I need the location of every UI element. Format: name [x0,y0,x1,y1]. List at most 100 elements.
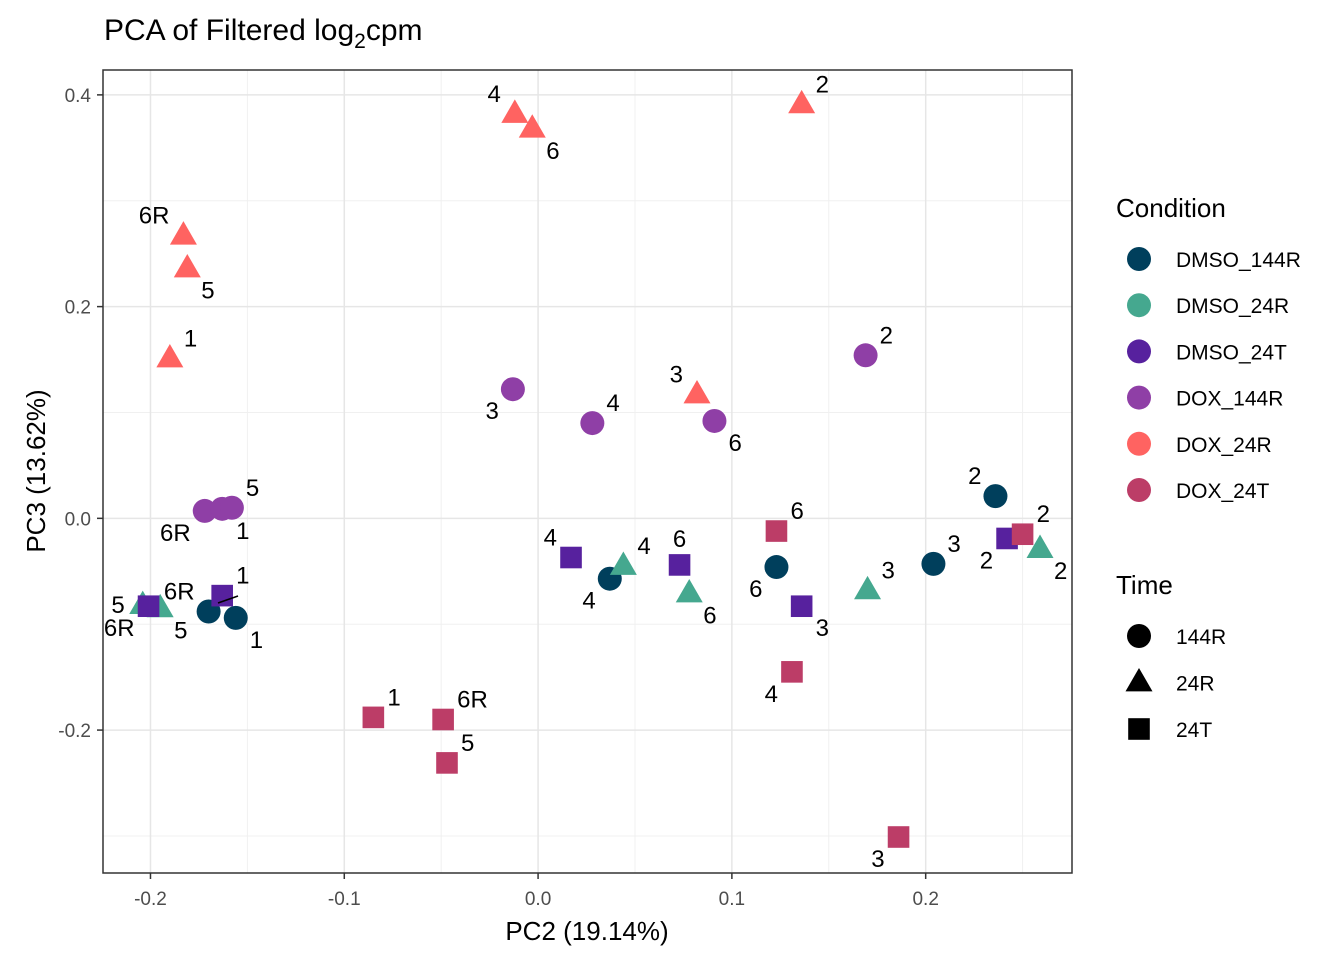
legend-condition-label: DOX_144R [1176,388,1283,411]
point-label: 2 [968,463,981,490]
data-point [702,408,727,433]
y-tick-label: 0.4 [65,86,92,107]
point-label: 4 [606,390,619,417]
data-point [764,555,789,580]
x-axis-title: PC2 (19.14%) [505,916,668,946]
y-tick-label: -0.2 [58,721,91,742]
legend-time-entries: 144R 24R 24T [1125,624,1226,742]
y-axis-title: PC3 (13.62%) [21,389,51,552]
point-label: 3 [670,361,683,388]
y-axis-ticks: -0.2 0.0 0.2 0.4 [58,86,103,742]
point-label: 1 [236,518,249,545]
point-label: 6 [546,138,559,165]
y-tick-label: 0.2 [65,298,91,319]
data-point [518,114,546,138]
legend-time-swatch [1125,667,1153,692]
point-label: 5 [201,278,214,305]
point-label: 4 [487,81,500,108]
x-axis-ticks: -0.2 -0.1 0.0 0.1 0.2 [134,873,939,910]
data-point [223,605,248,630]
point-label: 4 [544,525,557,552]
point-label: 5 [174,617,187,644]
legend-condition-label: DMSO_24T [1176,341,1287,364]
point-label: 6R [457,686,488,713]
chart-title: PCA of Filtered log2cpm [104,14,423,53]
legend-time-label: 24R [1176,673,1215,696]
data-point [788,89,816,114]
point-label: 3 [871,846,884,873]
data-point [580,411,605,436]
point-label: 6 [673,526,686,553]
data-point [765,520,788,542]
data-point [156,343,184,368]
x-tick-label: 0.2 [912,889,938,910]
data-point [169,221,197,245]
data-point [173,253,201,278]
data-point [790,595,813,618]
point-label: 3 [882,557,895,584]
data-point [192,498,217,523]
data-point [500,377,525,402]
label-leader-line [217,595,239,604]
point-label: 3 [947,531,960,558]
legend-condition-swatch [1127,431,1151,456]
data-point [560,546,582,569]
plot-panel-border [102,69,1073,874]
point-label: 2 [1054,558,1067,585]
point-label: 2 [1037,501,1050,528]
point-label: 1 [387,684,400,711]
point-label: 1 [250,627,263,654]
point-label: 4 [637,533,650,560]
legend-time-title: Time [1116,570,1173,600]
data-point [983,484,1008,509]
point-label: 6R [164,579,195,606]
x-tick-label: 0.0 [525,889,551,910]
point-label: 6R [104,615,135,642]
data-point [137,595,160,618]
data-point [668,554,691,576]
point-label: 6 [703,603,716,630]
data-point [854,575,882,600]
data-point [1011,523,1034,546]
data-point [211,584,233,607]
x-tick-label: -0.1 [328,889,361,910]
legend-condition-swatch [1127,478,1151,502]
data-point [436,752,458,774]
point-label: 6 [790,498,803,525]
point-label: 4 [582,588,595,615]
legend-condition-swatch [1127,385,1151,410]
legend-condition-label: DMSO_144R [1176,249,1301,272]
data-point [501,99,529,123]
data-point [683,379,711,404]
point-label: 2 [980,547,993,574]
y-tick-label: 0.0 [65,509,91,530]
point-label: 6 [749,576,762,603]
legend: Condition DMSO_144R DMSO_24R DMSO_24T DOX_1… [1116,193,1301,742]
data-point [921,551,946,576]
point-label: 5 [111,592,124,619]
point-label: 4 [765,681,778,708]
data-points [129,89,1054,848]
x-tick-label: -0.2 [134,889,167,910]
point-label: 6R [139,203,170,230]
point-label: 2 [816,71,829,98]
legend-condition-label: DOX_24T [1176,480,1270,503]
data-point [1026,534,1054,558]
legend-condition-swatch [1127,339,1151,364]
point-label: 1 [236,563,249,590]
legend-condition-label: DMSO_24R [1176,295,1289,318]
legend-time-swatch [1127,624,1151,648]
data-point [432,708,454,731]
legend-time-label: 24T [1176,719,1212,742]
grid [103,70,1072,873]
point-label: 5 [461,730,474,757]
data-point [887,826,910,848]
point-label: 6 [728,430,741,457]
x-tick-label: 0.1 [719,889,745,910]
data-point [781,661,803,683]
data-point [219,495,244,520]
legend-condition-entries: DMSO_144R DMSO_24R DMSO_24T DOX_144R DOX_24R… [1127,247,1301,503]
legend-condition-swatch [1127,293,1151,318]
point-label: 6R [160,520,191,547]
